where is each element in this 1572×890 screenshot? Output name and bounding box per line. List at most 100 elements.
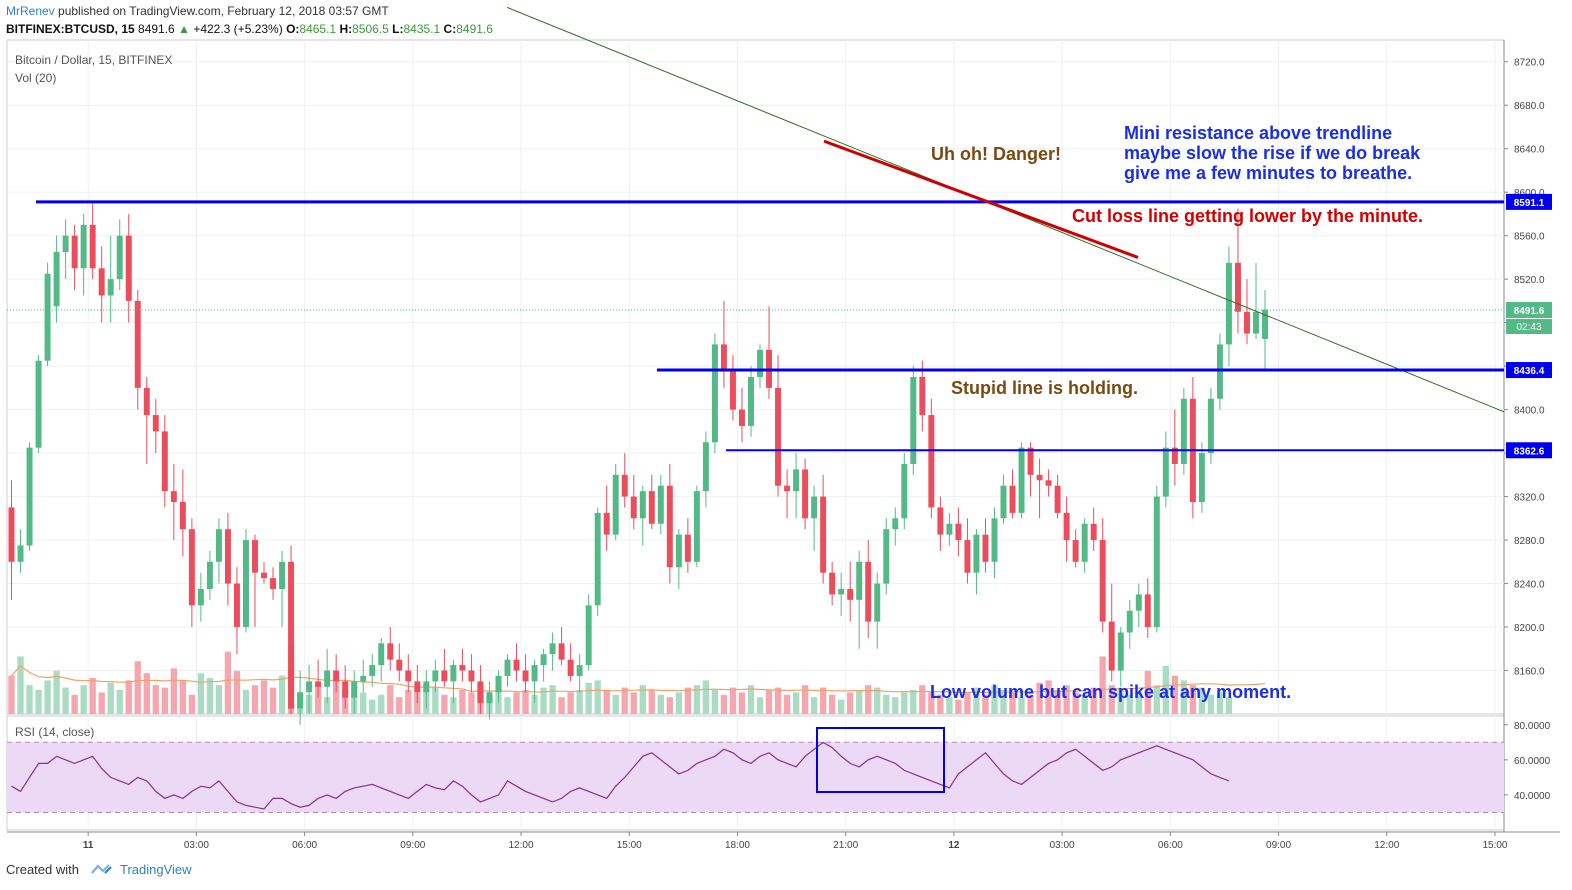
candle-body [369, 665, 376, 676]
volume-bar [314, 685, 322, 714]
candle-body [820, 496, 827, 573]
author-link[interactable]: MrRenev [6, 4, 55, 18]
volume-bar [1162, 666, 1169, 714]
volume-bar [1189, 685, 1197, 714]
volume-bar [1144, 670, 1151, 714]
rsi-legend: RSI (14, close) [15, 725, 94, 739]
candle-body [315, 681, 322, 687]
mini-resistance-note-3: give me a few minutes to breathe. [1124, 163, 1412, 183]
candle-body [811, 496, 818, 519]
candle-body [1262, 309, 1268, 339]
price-tick-label: 8560.0 [1514, 232, 1545, 243]
candle-body [675, 534, 682, 568]
candle-body [991, 518, 998, 562]
volume-bar [1018, 697, 1025, 714]
volume-bar [928, 692, 935, 714]
candle-body [197, 588, 204, 606]
volume-bar [468, 692, 475, 714]
volume-bar [747, 685, 755, 714]
candle-body [856, 561, 863, 600]
candle-body [847, 588, 854, 600]
volume-bar [693, 685, 701, 714]
volume-bar [414, 692, 421, 714]
volume-bar [450, 697, 457, 714]
candle-body [1126, 610, 1133, 633]
candle-body [53, 251, 60, 307]
price-axis-badge-label: 8362.6 [1514, 446, 1545, 457]
price-axis-badge [1506, 442, 1552, 459]
candle-body [143, 387, 150, 416]
cut-loss-line[interactable] [823, 139, 1139, 259]
candle-body [468, 670, 475, 682]
countdown-badge [1506, 319, 1552, 335]
volume-bar [540, 687, 547, 714]
volume-bar [1117, 687, 1124, 714]
volume-bar [1099, 656, 1106, 714]
candle-body [639, 491, 646, 519]
high-label: H: [339, 22, 353, 36]
volume-bar [242, 690, 250, 714]
candle-body [919, 377, 926, 416]
volume-bar [62, 687, 69, 714]
candle-body [252, 540, 258, 573]
volume-bar [576, 690, 583, 714]
volume-bar [901, 692, 908, 714]
price-tick-label: 8640.0 [1514, 145, 1545, 156]
volume-bar [856, 690, 863, 714]
volume-bar [892, 697, 899, 714]
symbol-ohlc-bar: BITFINEX:BTCUSD, 15 8491.6 ▲ +422.3 (+5.… [6, 22, 493, 36]
tradingview-link[interactable]: TradingView [120, 862, 192, 877]
volume-bar [1054, 690, 1061, 714]
volume-bar [116, 690, 123, 714]
candle-body [964, 540, 971, 573]
candle-body [342, 681, 349, 698]
volume-bar [639, 685, 646, 714]
rsi-band [7, 742, 1504, 813]
tradingview-logo-icon [90, 864, 112, 874]
candle-body [98, 268, 105, 296]
rsi-highlight-box[interactable] [816, 727, 945, 793]
volume-bar [810, 697, 818, 714]
volume-bar [369, 699, 376, 714]
candle-body [621, 474, 628, 497]
candle-body [603, 512, 610, 535]
time-tick-label: 06:00 [292, 840, 317, 851]
mini-resistance-note-1: Mini resistance above trendline [1124, 123, 1392, 143]
candle-body [1225, 262, 1232, 345]
candle-body [793, 469, 800, 492]
candle-body [1009, 485, 1016, 513]
candle-body [567, 659, 574, 676]
volume-bar [360, 692, 367, 714]
volume-bar [323, 697, 331, 714]
candle-body [279, 561, 286, 589]
price-axis-badge [1506, 193, 1552, 210]
volume-bar [107, 682, 114, 714]
price-axis-badge [1506, 362, 1552, 379]
volume-bar [1036, 682, 1043, 714]
volume-bar [1000, 690, 1007, 714]
candle-body [549, 643, 556, 655]
volume-bar [666, 697, 673, 714]
volume-bar [883, 694, 890, 714]
volume-bar [98, 692, 105, 714]
candle-body [1090, 523, 1097, 541]
volume-bar [89, 678, 96, 714]
volume-bar [1207, 694, 1215, 714]
volume-bar [396, 697, 403, 714]
volume-bar [1027, 694, 1034, 714]
volume-bar [738, 692, 746, 714]
candle-body [261, 572, 267, 579]
candle-body [901, 463, 908, 519]
candle-body [324, 670, 331, 687]
candle-body [224, 529, 231, 584]
time-tick-label: 09:00 [1266, 840, 1291, 851]
candle-body [396, 659, 403, 671]
candle-body [1234, 262, 1241, 312]
candle-body [62, 235, 69, 252]
volume-bar [197, 673, 205, 714]
volume-bar [585, 682, 592, 714]
candle-body [1036, 474, 1043, 481]
volume-bar [1198, 687, 1206, 714]
volume-bar [819, 687, 827, 714]
